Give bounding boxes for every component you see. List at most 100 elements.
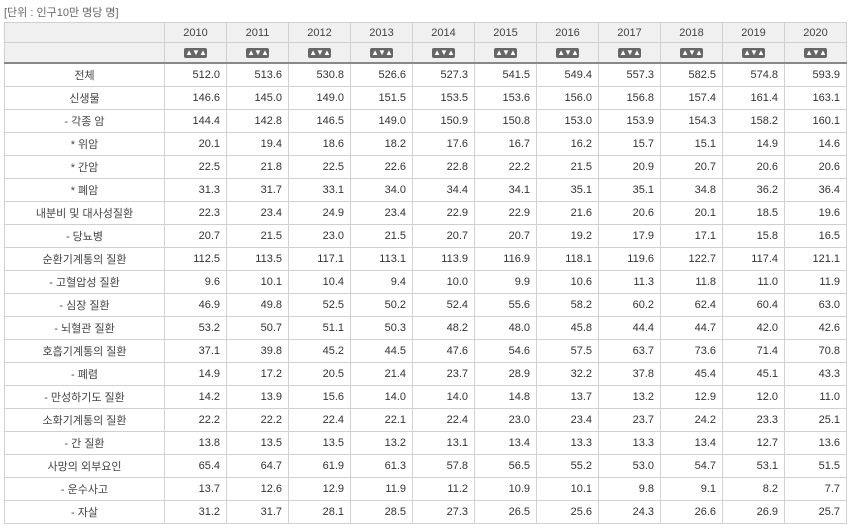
data-cell: 25.6 bbox=[537, 500, 599, 523]
column-header-year[interactable]: 2016 bbox=[537, 23, 599, 43]
data-cell: 13.7 bbox=[165, 477, 227, 500]
column-header-year[interactable]: 2014 bbox=[413, 23, 475, 43]
data-cell: 13.6 bbox=[785, 431, 847, 454]
data-cell: 20.6 bbox=[785, 155, 847, 178]
data-cell: 118.1 bbox=[537, 247, 599, 270]
data-cell: 22.3 bbox=[165, 201, 227, 224]
column-header-year[interactable]: 2012 bbox=[289, 23, 351, 43]
data-cell: 22.9 bbox=[475, 201, 537, 224]
table-row: - 자살31.231.728.128.527.326.525.624.326.6… bbox=[5, 500, 847, 523]
data-cell: 9.9 bbox=[475, 270, 537, 293]
data-cell: 52.5 bbox=[289, 293, 351, 316]
corner-blank bbox=[5, 23, 165, 43]
sort-toggle[interactable]: ▲▼▲ bbox=[599, 43, 661, 63]
sort-toggle[interactable]: ▲▼▲ bbox=[537, 43, 599, 63]
data-cell: 65.4 bbox=[165, 454, 227, 477]
sort-icon: ▲▼▲ bbox=[184, 48, 207, 58]
table-row: 내분비 및 대사성질환22.323.424.923.422.922.921.62… bbox=[5, 201, 847, 224]
data-cell: 64.7 bbox=[227, 454, 289, 477]
data-cell: 36.2 bbox=[723, 178, 785, 201]
sort-toggle[interactable]: ▲▼▲ bbox=[227, 43, 289, 63]
row-label: - 당뇨병 bbox=[5, 224, 165, 247]
data-cell: 55.6 bbox=[475, 293, 537, 316]
data-cell: 48.2 bbox=[413, 316, 475, 339]
row-label: - 폐렴 bbox=[5, 362, 165, 385]
data-cell: 156.8 bbox=[599, 86, 661, 109]
table-row: - 폐렴14.917.220.521.423.728.932.237.845.4… bbox=[5, 362, 847, 385]
data-cell: 17.2 bbox=[227, 362, 289, 385]
data-cell: 12.9 bbox=[289, 477, 351, 500]
data-cell: 21.6 bbox=[537, 201, 599, 224]
column-header-year[interactable]: 2011 bbox=[227, 23, 289, 43]
sort-toggle[interactable]: ▲▼▲ bbox=[661, 43, 723, 63]
column-header-year[interactable]: 2018 bbox=[661, 23, 723, 43]
sort-icon: ▲▼▲ bbox=[680, 48, 703, 58]
data-cell: 19.2 bbox=[537, 224, 599, 247]
data-cell: 31.7 bbox=[227, 500, 289, 523]
data-cell: 150.8 bbox=[475, 109, 537, 132]
data-cell: 57.8 bbox=[413, 454, 475, 477]
data-cell: 15.8 bbox=[723, 224, 785, 247]
data-cell: 160.1 bbox=[785, 109, 847, 132]
data-cell: 11.8 bbox=[661, 270, 723, 293]
data-cell: 37.1 bbox=[165, 339, 227, 362]
table-row: - 각종 암144.4142.8146.5149.0150.9150.8153.… bbox=[5, 109, 847, 132]
data-cell: 557.3 bbox=[599, 63, 661, 87]
data-cell: 58.2 bbox=[537, 293, 599, 316]
row-label: - 심장 질환 bbox=[5, 293, 165, 316]
data-cell: 20.5 bbox=[289, 362, 351, 385]
row-label: 내분비 및 대사성질환 bbox=[5, 201, 165, 224]
data-cell: 582.5 bbox=[661, 63, 723, 87]
table-row: * 폐암31.331.733.134.034.434.135.135.134.8… bbox=[5, 178, 847, 201]
data-cell: 9.4 bbox=[351, 270, 413, 293]
sort-toggle[interactable]: ▲▼▲ bbox=[289, 43, 351, 63]
sort-icon: ▲▼▲ bbox=[494, 48, 517, 58]
data-cell: 26.5 bbox=[475, 500, 537, 523]
data-cell: 22.6 bbox=[351, 155, 413, 178]
row-label: - 만성하기도 질환 bbox=[5, 385, 165, 408]
data-cell: 49.8 bbox=[227, 293, 289, 316]
data-cell: 63.0 bbox=[785, 293, 847, 316]
column-header-year[interactable]: 2020 bbox=[785, 23, 847, 43]
column-header-year[interactable]: 2013 bbox=[351, 23, 413, 43]
row-label: 사망의 외부요인 bbox=[5, 454, 165, 477]
data-cell: 13.3 bbox=[599, 431, 661, 454]
row-label: 호흡기계통의 질환 bbox=[5, 339, 165, 362]
data-cell: 24.9 bbox=[289, 201, 351, 224]
data-cell: 541.5 bbox=[475, 63, 537, 87]
data-cell: 9.8 bbox=[599, 477, 661, 500]
data-cell: 7.7 bbox=[785, 477, 847, 500]
data-cell: 53.2 bbox=[165, 316, 227, 339]
data-cell: 51.1 bbox=[289, 316, 351, 339]
data-cell: 9.6 bbox=[165, 270, 227, 293]
data-cell: 23.0 bbox=[475, 408, 537, 431]
data-cell: 61.3 bbox=[351, 454, 413, 477]
column-header-year[interactable]: 2010 bbox=[165, 23, 227, 43]
column-header-year[interactable]: 2017 bbox=[599, 23, 661, 43]
data-cell: 117.4 bbox=[723, 247, 785, 270]
sort-toggle[interactable]: ▲▼▲ bbox=[413, 43, 475, 63]
row-label: 신생물 bbox=[5, 86, 165, 109]
sort-toggle[interactable]: ▲▼▲ bbox=[351, 43, 413, 63]
data-cell: 593.9 bbox=[785, 63, 847, 87]
data-cell: 23.4 bbox=[351, 201, 413, 224]
data-cell: 14.8 bbox=[475, 385, 537, 408]
data-cell: 70.8 bbox=[785, 339, 847, 362]
data-cell: 61.9 bbox=[289, 454, 351, 477]
sort-toggle[interactable]: ▲▼▲ bbox=[723, 43, 785, 63]
data-cell: 45.2 bbox=[289, 339, 351, 362]
data-cell: 10.0 bbox=[413, 270, 475, 293]
data-cell: 54.6 bbox=[475, 339, 537, 362]
column-header-year[interactable]: 2019 bbox=[723, 23, 785, 43]
row-label: * 폐암 bbox=[5, 178, 165, 201]
column-header-year[interactable]: 2015 bbox=[475, 23, 537, 43]
sort-icon: ▲▼▲ bbox=[432, 48, 455, 58]
data-cell: 10.9 bbox=[475, 477, 537, 500]
data-cell: 113.5 bbox=[227, 247, 289, 270]
sort-toggle[interactable]: ▲▼▲ bbox=[785, 43, 847, 63]
sort-icon: ▲▼▲ bbox=[742, 48, 765, 58]
data-cell: 153.9 bbox=[599, 109, 661, 132]
sort-toggle[interactable]: ▲▼▲ bbox=[475, 43, 537, 63]
data-cell: 13.4 bbox=[475, 431, 537, 454]
sort-toggle[interactable]: ▲▼▲ bbox=[165, 43, 227, 63]
